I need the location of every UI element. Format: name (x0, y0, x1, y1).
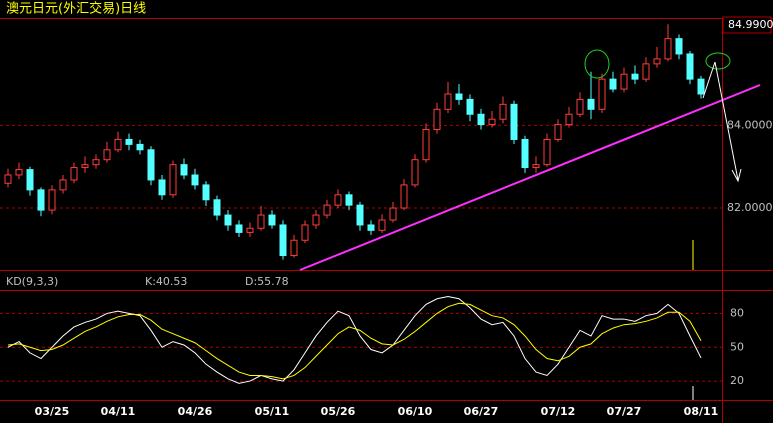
y-tick-label: 80 (730, 306, 744, 319)
candle-body (576, 98, 584, 115)
candle-body (400, 184, 408, 209)
y-tick-label: 84.0000 (727, 118, 773, 131)
candle-body (675, 38, 683, 55)
candle-body (422, 129, 430, 161)
x-tick-label: 05/11 (255, 405, 290, 418)
candle-body (367, 224, 375, 231)
candle-body (433, 108, 441, 131)
candle-body (323, 204, 331, 216)
k-label: K:40.53 (145, 275, 187, 288)
candle-body (466, 98, 474, 115)
candle-body (697, 78, 705, 95)
candle-body (26, 169, 34, 191)
kd-line (7, 302, 702, 380)
candle-body (158, 179, 166, 196)
candle-body (268, 214, 276, 226)
candle-body (48, 189, 56, 211)
candle-body (301, 224, 309, 241)
candle-body (510, 103, 518, 140)
candle-body (477, 113, 485, 126)
candle-body (312, 214, 320, 226)
candle-body (587, 98, 595, 110)
candle-body (488, 118, 496, 126)
frame (0, 18, 773, 423)
candle-body (631, 73, 639, 80)
candle-body (378, 219, 386, 231)
x-tick-label: 05/26 (321, 405, 356, 418)
candle-body (444, 93, 452, 110)
highlight-ellipse (705, 52, 731, 70)
y-tick-label: 50 (730, 340, 744, 353)
candle-body (257, 214, 265, 229)
arrow (714, 61, 739, 181)
candle-body (543, 138, 551, 166)
candle-body (81, 164, 89, 169)
candle-body (180, 164, 188, 176)
candle-body (103, 149, 111, 161)
candle-body (202, 184, 210, 201)
candle-body (213, 199, 221, 216)
candle-body (411, 159, 419, 186)
candle-body (565, 113, 573, 126)
candle-body (554, 124, 562, 140)
price-label: 84.9900 (728, 18, 773, 31)
candle-body (4, 174, 12, 184)
arrow (702, 61, 716, 99)
candle-body (246, 227, 254, 233)
candle-body (334, 194, 342, 206)
d-label: D:55.78 (245, 275, 289, 288)
candle-body (224, 214, 232, 226)
candle-body (59, 179, 67, 191)
y-tick-label: 20 (730, 374, 744, 387)
candle-body (356, 204, 364, 226)
x-tick-label: 06/27 (464, 405, 499, 418)
kd-title: KD(9,3,3) (6, 275, 58, 288)
candle-body (125, 138, 133, 145)
candle-body (147, 149, 155, 181)
candle-body (664, 38, 672, 60)
candle-body (114, 138, 122, 151)
x-tick-label: 03/25 (35, 405, 70, 418)
candle-body (136, 143, 144, 151)
candle-body (345, 194, 353, 206)
candle-body (92, 159, 100, 166)
candle-body (15, 169, 23, 176)
highlight-ellipse (584, 49, 610, 79)
candle-body (642, 63, 650, 80)
x-tick-label: 07/27 (607, 405, 642, 418)
kd-line (7, 296, 702, 384)
x-tick-label: 06/10 (398, 405, 433, 418)
trend-line (299, 84, 761, 271)
candle-body (521, 138, 529, 169)
chart-title: 澳元日元(外汇交易)日线 (6, 1, 146, 17)
candle-body (598, 78, 606, 110)
candle-body (532, 164, 540, 169)
candle-body (686, 53, 694, 80)
candle-body (499, 103, 507, 120)
x-tick-label: 07/12 (541, 405, 576, 418)
candle-body (191, 174, 199, 186)
x-tick-label: 04/11 (101, 405, 136, 418)
candle-body (169, 164, 177, 196)
candle-body (389, 207, 397, 221)
candle-body (290, 239, 298, 257)
candle-body (70, 167, 78, 181)
candle-body (279, 224, 287, 257)
arrow-head (731, 168, 742, 183)
candle-body (455, 93, 463, 100)
x-tick-label: 04/26 (178, 405, 213, 418)
candle-body (37, 189, 45, 211)
arrows (702, 61, 742, 183)
x-tick-label: 08/11 (684, 405, 719, 418)
price-label-box (722, 16, 772, 34)
y-tick-label: 82.0000 (727, 201, 773, 214)
candle-body (235, 224, 243, 233)
candle-body (653, 58, 661, 65)
candle-body (620, 73, 628, 90)
candle-body (609, 78, 617, 90)
